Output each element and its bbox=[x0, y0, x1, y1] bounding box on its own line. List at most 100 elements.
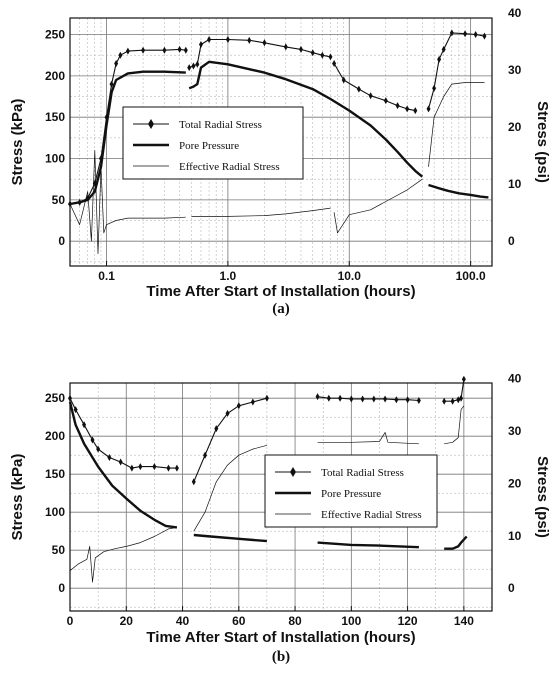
data-point-marker bbox=[413, 107, 418, 115]
data-point-marker bbox=[405, 105, 410, 113]
tick-labels-a: 0.1 1.0 10.0 100.0 0 50 100 150 200 250 0 10 20 30 40 bbox=[45, 6, 522, 283]
y2-tick-label: 30 bbox=[508, 424, 522, 438]
x-axis-label-a: Time After Start of Installation (hours) bbox=[146, 283, 415, 300]
data-point-marker bbox=[82, 421, 87, 429]
series-line-segment bbox=[69, 149, 186, 254]
y2-tick-label: 40 bbox=[508, 6, 522, 20]
data-point-marker bbox=[310, 49, 315, 57]
data-point-marker bbox=[461, 375, 466, 383]
data-point-marker bbox=[426, 105, 431, 113]
data-point-marker bbox=[207, 35, 212, 43]
series-line-segment bbox=[188, 60, 424, 178]
data-point-marker bbox=[383, 97, 388, 105]
data-point-marker bbox=[416, 396, 421, 404]
data-point-marker bbox=[225, 409, 230, 417]
data-point-marker bbox=[183, 46, 188, 54]
legend-entry-label: Pore Pressure bbox=[179, 140, 239, 152]
data-point-marker bbox=[203, 451, 208, 459]
x-axis-label-b: Time After Start of Installation (hours) bbox=[146, 629, 415, 646]
data-point-marker bbox=[195, 60, 200, 68]
data-point-marker bbox=[138, 463, 143, 471]
y-tick-label: 150 bbox=[45, 110, 65, 124]
chart-panel-b: 0 20 40 60 80 100 120 140 0 50 100 150 200 250 0 10 20 30… bbox=[9, 372, 550, 665]
x-tick-label: 0.1 bbox=[98, 269, 115, 283]
data-point-marker bbox=[96, 445, 101, 453]
series-line-segment bbox=[428, 183, 489, 199]
x-tick-label: 40 bbox=[176, 614, 190, 628]
data-point-marker bbox=[395, 102, 400, 110]
data-point-marker bbox=[214, 425, 219, 433]
legend-entry-label: Effective Radial Stress bbox=[179, 161, 280, 173]
data-point-marker bbox=[118, 458, 123, 466]
legend-entry-label: Pore Pressure bbox=[321, 488, 381, 500]
y2-axis-label-b: Stress (psi) bbox=[534, 456, 550, 538]
y2-tick-label: 0 bbox=[508, 234, 515, 248]
data-point-marker bbox=[441, 45, 446, 53]
data-point-marker bbox=[262, 39, 267, 47]
data-point-marker bbox=[162, 46, 167, 54]
x-tick-label: 140 bbox=[454, 614, 474, 628]
y2-tick-label: 10 bbox=[508, 177, 522, 191]
data-point-marker bbox=[250, 398, 255, 406]
y-axis-label-b: Stress (kPa) bbox=[9, 454, 26, 541]
data-point-marker bbox=[338, 394, 343, 402]
data-point-marker bbox=[191, 62, 196, 70]
data-point-marker bbox=[320, 51, 325, 59]
data-point-marker bbox=[482, 32, 487, 40]
data-point-marker bbox=[191, 478, 196, 486]
series-line-segment bbox=[427, 32, 485, 110]
plot-frame-b bbox=[69, 382, 493, 612]
series-line-segment bbox=[333, 178, 423, 234]
legend-b: Total Radial Stress Pore Pressure Effectiv… bbox=[264, 454, 438, 528]
series-line-segment bbox=[444, 405, 465, 445]
legend-entry-label: Total Radial Stress bbox=[321, 467, 404, 479]
y-tick-label: 50 bbox=[52, 193, 66, 207]
series-pore-pressure bbox=[69, 60, 489, 206]
plot-frame-a bbox=[69, 17, 493, 267]
data-point-marker bbox=[264, 394, 269, 402]
series-line-segment bbox=[317, 396, 419, 402]
data-point-marker bbox=[141, 46, 146, 54]
panel-label-b: (b) bbox=[272, 649, 290, 665]
data-point-marker bbox=[247, 36, 252, 44]
y-tick-label: 200 bbox=[45, 429, 65, 443]
series-effective-radial-stress bbox=[69, 405, 465, 583]
legend-box-b bbox=[264, 454, 438, 528]
series-line-segment bbox=[444, 535, 468, 550]
x-tick-label: 1.0 bbox=[220, 269, 237, 283]
y-tick-label: 250 bbox=[45, 28, 65, 42]
data-point-marker bbox=[360, 395, 365, 403]
data-point-marker bbox=[356, 85, 361, 93]
x-tick-label: 100 bbox=[341, 614, 361, 628]
y2-tick-label: 0 bbox=[508, 581, 515, 595]
series-line-segment bbox=[193, 533, 267, 543]
data-point-marker bbox=[198, 40, 203, 48]
grid-lines-b bbox=[70, 383, 492, 611]
data-point-marker bbox=[450, 397, 455, 405]
data-point-marker bbox=[236, 402, 241, 410]
data-point-marker bbox=[328, 53, 333, 61]
series-line-segment bbox=[188, 38, 331, 69]
series-effective-radial-stress bbox=[69, 82, 485, 254]
data-point-marker bbox=[315, 393, 320, 401]
series-line-segment bbox=[191, 207, 331, 217]
data-point-marker bbox=[473, 31, 478, 39]
data-point-marker bbox=[432, 84, 437, 92]
legend-entry-label: Effective Radial Stress bbox=[321, 509, 422, 521]
x-tick-label: 100.0 bbox=[456, 269, 486, 283]
data-point-marker bbox=[174, 464, 179, 472]
data-point-marker bbox=[107, 453, 112, 461]
legend-marker bbox=[148, 119, 154, 129]
series-line-segment bbox=[69, 70, 186, 206]
panel-label-a: (a) bbox=[272, 301, 290, 317]
x-tick-label: 80 bbox=[288, 614, 302, 628]
data-point-marker bbox=[283, 43, 288, 51]
y-tick-label: 100 bbox=[45, 505, 65, 519]
data-point-marker bbox=[177, 45, 182, 53]
data-point-marker bbox=[118, 51, 123, 59]
data-point-marker bbox=[405, 396, 410, 404]
data-point-marker bbox=[371, 395, 376, 403]
y2-tick-label: 20 bbox=[508, 476, 522, 490]
x-tick-label: 20 bbox=[120, 614, 134, 628]
series-line-segment bbox=[193, 397, 268, 483]
